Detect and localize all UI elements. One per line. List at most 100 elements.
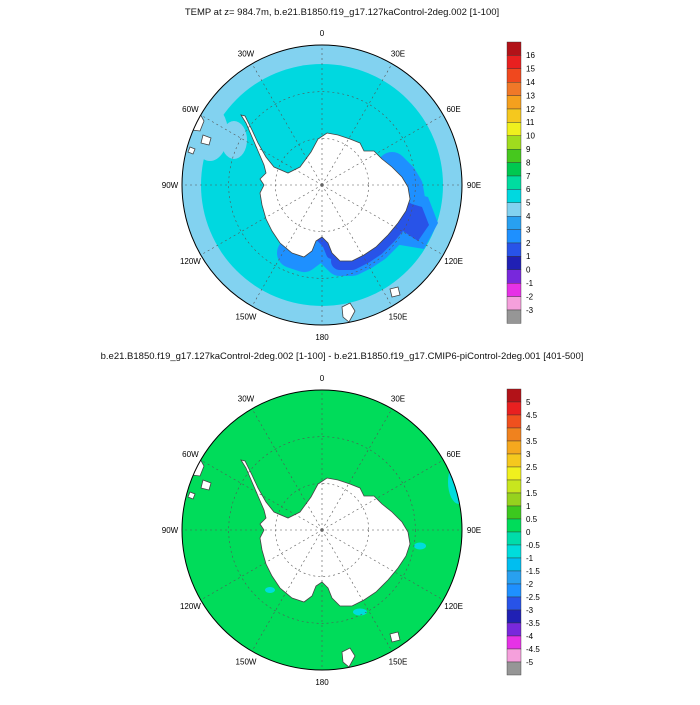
longitude-gridline [321, 529, 444, 601]
colorbar-tick-label: 2 [526, 476, 531, 485]
longitude-label: 60E [446, 450, 460, 459]
colorbar-cell [506, 242, 522, 257]
colorbar-cell [506, 68, 522, 83]
colorbar-tick-label: 14 [526, 78, 535, 87]
longitude-gridline [321, 459, 444, 531]
colorbar-tick-label: -1 [526, 554, 534, 563]
colorbar-cell [506, 229, 522, 244]
longitude-gridline [321, 529, 393, 652]
colorbar-cell [506, 635, 522, 650]
colorbar-tick-label: 16 [526, 51, 535, 60]
longitude-label: 90W [162, 181, 179, 190]
colorbar-cell [506, 492, 522, 507]
longitude-gridline [251, 184, 323, 307]
colorbar-tick-label: 13 [526, 91, 535, 100]
colorbar-cell [506, 215, 522, 230]
colorbar-tick-label: 9 [526, 145, 531, 154]
longitude-label: 150W [236, 313, 257, 322]
colorbar-tick-label: 1 [526, 252, 531, 261]
colorbar-cell [506, 440, 522, 455]
anomaly-speck-cyan [265, 587, 275, 593]
colorbar-tick-label: 0 [526, 266, 531, 275]
colorbar-cell [506, 175, 522, 190]
colorbar-tick-label: 0 [526, 528, 531, 537]
colorbar-tick-label: 0.5 [526, 515, 538, 524]
colorbar-cell [506, 583, 522, 598]
edge-anomaly-sliver-cyan [448, 460, 462, 504]
longitude-gridline [251, 408, 323, 531]
longitude-label: 30E [391, 49, 405, 58]
colorbar-tick-label: 11 [526, 118, 535, 127]
colorbar-tick-label: 7 [526, 172, 531, 181]
longitude-gridline [200, 459, 323, 531]
colorbar-tick-label: -3 [526, 306, 534, 315]
longitude-gridline [251, 529, 323, 652]
colorbar-cell [506, 479, 522, 494]
colorbar-cell [506, 108, 522, 123]
longitude-gridline [321, 63, 393, 186]
colorbar-tick-label: -3.5 [526, 619, 540, 628]
longitude-gridline [321, 114, 444, 186]
longitude-gridline [200, 114, 323, 186]
colorbar-cell [506, 401, 522, 416]
longitude-gridline [200, 184, 323, 256]
colorbar-cell [506, 466, 522, 481]
colorbar-tick-label: -4 [526, 632, 534, 641]
colorbar-cell [506, 622, 522, 637]
colorbar-cell [506, 453, 522, 468]
colorbar-cell [506, 609, 522, 624]
colorbar-tick-label: -5 [526, 658, 534, 667]
colorbar-cell [506, 544, 522, 559]
longitude-label: 30W [238, 49, 255, 58]
longitude-gridline [321, 408, 393, 531]
colorbar-tick-label: 5 [526, 199, 531, 208]
colorbar-tick-label: -3 [526, 606, 534, 615]
longitude-labels-bottom: 0 30E 60E 90E 120E 150E 180 150W 120W 90W 60W 30W [162, 374, 481, 687]
latitude-gridline [228, 91, 416, 279]
longitude-label: 60E [446, 105, 460, 114]
colorbar-tick-label: 8 [526, 158, 531, 167]
colorbar-cell [506, 531, 522, 546]
longitude-label: 0 [320, 374, 325, 383]
colorbar-tick-label: 4 [526, 212, 531, 221]
colorbar-tick-label: -4.5 [526, 645, 540, 654]
top-panel-title: TEMP at z= 984.7m, b.e21.B1850.f19_g17.1… [185, 7, 499, 18]
colorbar-tick-label: 6 [526, 185, 531, 194]
colorbar-tick-label: 3 [526, 225, 531, 234]
colorbar-tick-label: -1.5 [526, 567, 540, 576]
colorbar-cell [506, 55, 522, 70]
longitude-label: 90E [467, 181, 481, 190]
colorbar-cell [506, 427, 522, 442]
colorbar-cell [506, 202, 522, 217]
colorbar-cell [506, 256, 522, 270]
colorbar-cell [506, 41, 522, 56]
colorbar-tick-label: 5 [526, 398, 531, 407]
colorbar-cell [506, 162, 522, 177]
colorbar-cell [506, 95, 522, 110]
anomaly-speck-cyan [414, 542, 426, 550]
colorbar-tick-label: -2 [526, 292, 534, 301]
colorbar-cell [506, 81, 522, 96]
colorbar-cell [506, 518, 522, 533]
longitude-label: 90E [467, 526, 481, 535]
map-boundary-top [181, 44, 463, 326]
latitude-gridline [228, 436, 416, 624]
colorbar-cell [506, 414, 522, 429]
longitude-label: 120E [444, 257, 463, 266]
longitude-label: 60W [182, 105, 199, 114]
colorbar-tick-label: 2.5 [526, 463, 538, 472]
longitude-gridline [251, 63, 323, 186]
longitude-label: 150E [389, 658, 408, 667]
graticule-top [182, 45, 462, 325]
longitude-label: 120E [444, 602, 463, 611]
island-tasmania [389, 631, 401, 643]
colorbar-cell [506, 309, 522, 324]
longitude-gridline [200, 529, 323, 601]
colorbar-tick-label: 1.5 [526, 489, 538, 498]
colorbar-tick-label: 4 [526, 424, 531, 433]
bottom-map-panel: 0 30E 60E 90E 120E 150E 180 150W 120W 90W 60W 30W 5… [162, 374, 541, 687]
colorbar-cell [506, 505, 522, 520]
